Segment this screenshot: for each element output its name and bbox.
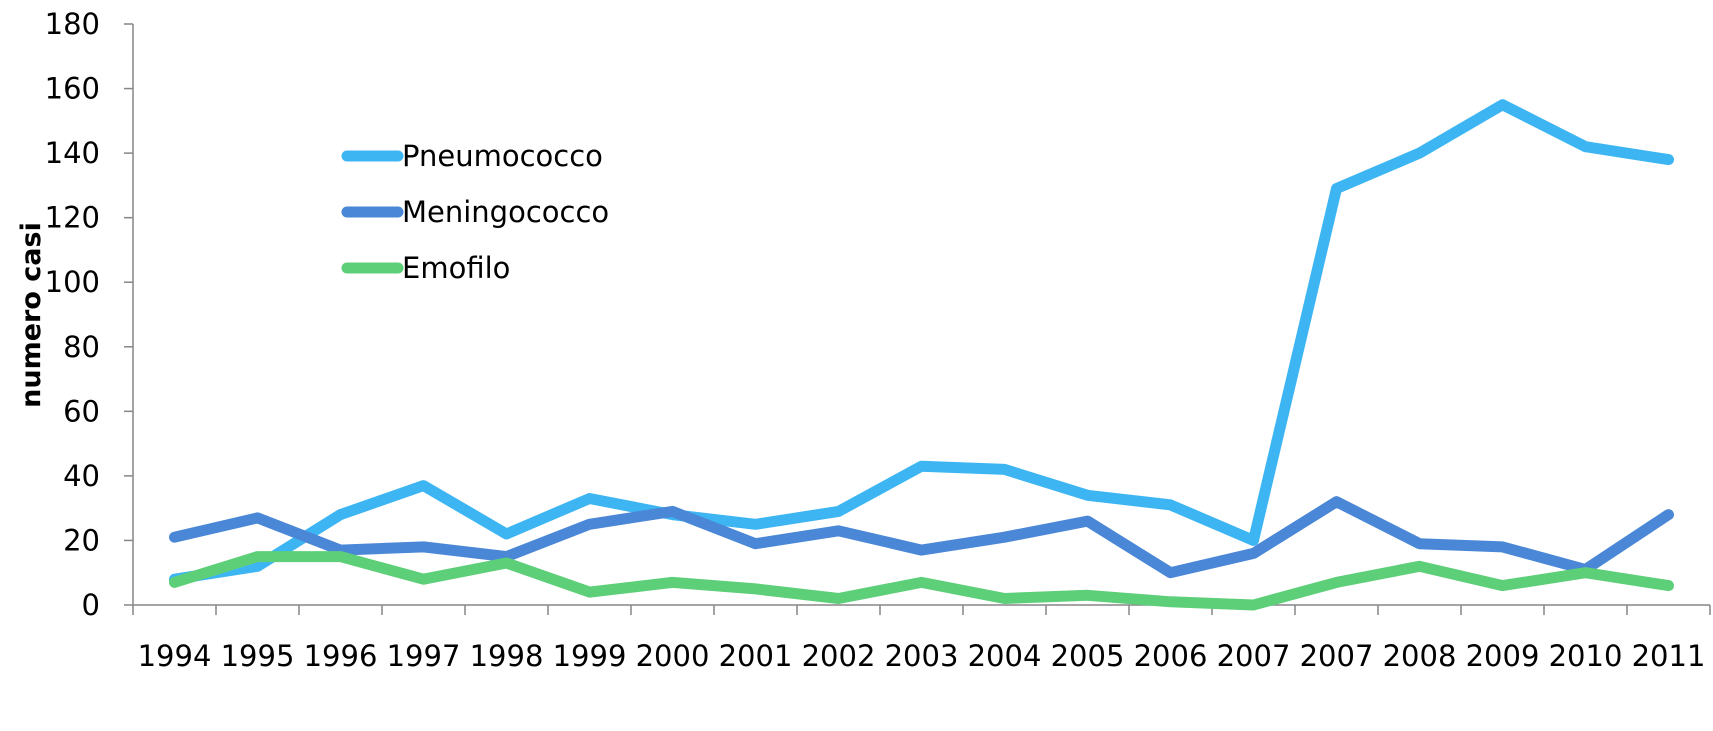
series-line-pneumococco — [169, 99, 1674, 585]
x-tick-label: 2000 — [636, 639, 710, 673]
y-tick-label: 0 — [82, 588, 100, 622]
x-axis-ticks: 1994 1995 1996 1997 1998 1999 2000 2001 2002 2003… — [132, 605, 1711, 673]
x-tick-label: 1999 — [553, 639, 627, 673]
x-tick-label: 2008 — [1383, 639, 1457, 673]
axes — [132, 24, 1710, 606]
series-line-emofilo — [169, 551, 1674, 611]
y-axis-title: numero casi — [16, 222, 47, 408]
x-tick-label: 2009 — [1466, 639, 1540, 673]
x-tick-label: 2003 — [885, 639, 959, 673]
x-tick-label: 2010 — [1549, 639, 1623, 673]
y-tick-label: 120 — [45, 201, 100, 235]
legend: Pneumococco Meningococco Emofilo — [341, 139, 609, 285]
y-tick-label: 80 — [63, 330, 100, 364]
series — [169, 99, 1674, 611]
x-tick-label: 2006 — [1134, 639, 1208, 673]
x-tick-label: 2002 — [802, 639, 876, 673]
x-tick-label: 2004 — [968, 639, 1042, 673]
legend-label-meningococco: Meningococco — [402, 195, 609, 229]
x-tick-label: 1997 — [387, 639, 461, 673]
x-tick-label: 1995 — [221, 639, 295, 673]
x-tick-label: 2001 — [719, 639, 793, 673]
y-tick-label: 60 — [63, 394, 100, 428]
y-axis-ticks: 0 20 40 60 80 100 120 140 160 180 — [45, 7, 133, 622]
y-tick-label: 160 — [45, 72, 100, 106]
legend-label-emofilo: Emofilo — [402, 251, 510, 285]
y-tick-label: 20 — [63, 523, 100, 557]
x-tick-label: 1998 — [470, 639, 544, 673]
y-tick-label: 140 — [45, 136, 100, 170]
x-tick-label: 2007 — [1217, 639, 1291, 673]
x-tick-label: 2011 — [1632, 639, 1706, 673]
y-tick-label: 40 — [63, 459, 100, 493]
x-tick-label: 2007 — [1300, 639, 1374, 673]
y-tick-label: 180 — [45, 7, 100, 41]
series-line-meningococco — [169, 496, 1674, 579]
legend-label-pneumococco: Pneumococco — [402, 139, 603, 173]
x-tick-label: 1994 — [138, 639, 212, 673]
x-tick-label: 1996 — [304, 639, 378, 673]
y-tick-label: 100 — [45, 265, 100, 299]
x-tick-label: 2005 — [1051, 639, 1125, 673]
